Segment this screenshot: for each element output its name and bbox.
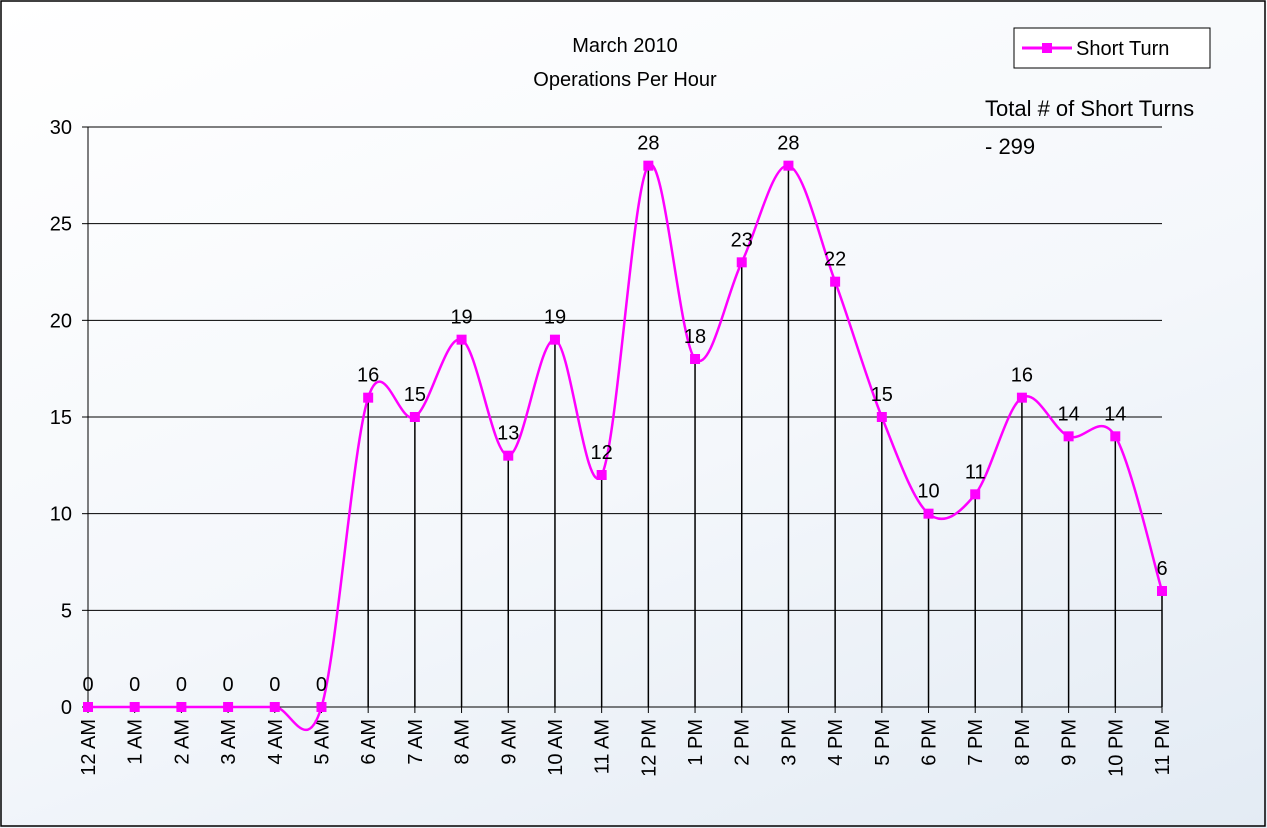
point-marker	[596, 470, 607, 480]
data-label: 13	[497, 423, 519, 445]
y-tick-label: 15	[50, 407, 72, 429]
point-marker	[269, 702, 280, 712]
y-tick-label: 0	[61, 697, 72, 719]
data-label: 0	[223, 674, 234, 696]
x-tick-label: 8 AM	[452, 719, 474, 765]
x-tick-label: 7 AM	[405, 719, 427, 765]
x-tick-label: 1 PM	[685, 719, 707, 766]
point-marker	[363, 392, 374, 403]
x-tick-label: 12 AM	[78, 719, 100, 776]
point-marker	[316, 702, 327, 712]
point-marker	[643, 160, 654, 171]
data-label: 16	[1011, 365, 1033, 387]
x-tick-label: 12 PM	[638, 719, 660, 777]
point-marker	[1157, 586, 1167, 596]
point-marker	[1063, 431, 1074, 442]
x-tick-label: 5 PM	[872, 719, 894, 766]
data-label: 0	[129, 674, 140, 696]
point-marker	[970, 489, 981, 500]
data-label: 28	[777, 133, 799, 155]
point-marker	[690, 354, 701, 364]
data-label: 0	[176, 674, 187, 696]
y-tick-label: 10	[50, 504, 72, 526]
point-marker	[1016, 392, 1027, 403]
x-tick-label: 6 AM	[358, 719, 380, 765]
legend-marker	[1042, 43, 1052, 53]
data-label: 19	[450, 307, 472, 329]
series-line	[88, 163, 1164, 732]
x-tick-label: 9 PM	[1059, 719, 1081, 766]
x-tick-label: 9 AM	[498, 719, 520, 765]
x-tick-label: 6 PM	[919, 719, 941, 766]
x-tick-label: 11 AM	[592, 719, 614, 774]
point-marker	[876, 412, 887, 422]
y-tick-label: 20	[50, 310, 72, 332]
x-tick-label: 10 AM	[545, 719, 567, 776]
x-tick-label: 3 PM	[778, 719, 800, 766]
y-tick-label: 25	[50, 214, 72, 236]
data-label: 16	[357, 365, 379, 387]
data-label: 15	[871, 384, 893, 406]
data-label: 11	[965, 461, 986, 483]
point-marker	[830, 276, 841, 287]
data-label: 15	[404, 384, 426, 406]
data-label: 14	[1057, 403, 1079, 425]
y-tick-label: 30	[50, 117, 72, 139]
x-tick-label: 1 AM	[125, 719, 147, 765]
point-marker	[223, 702, 234, 712]
chart-subtitle: Operations Per Hour	[533, 69, 717, 91]
x-tick-label: 7 PM	[965, 719, 987, 766]
point-marker	[129, 702, 140, 712]
data-label: 0	[316, 674, 327, 696]
point-marker	[923, 508, 934, 519]
x-tick-label: 3 AM	[218, 719, 240, 765]
x-tick-label: 4 PM	[825, 719, 847, 766]
legend-label: Short Turn	[1076, 38, 1169, 60]
point-marker	[176, 702, 187, 712]
point-marker	[409, 412, 420, 422]
x-tick-label: 2 PM	[732, 719, 754, 766]
x-tick-label: 5 AM	[311, 719, 333, 765]
x-tick-label: 11 PM	[1152, 719, 1174, 775]
data-label: 23	[731, 229, 753, 251]
data-label: 14	[1104, 403, 1126, 425]
data-label: 10	[917, 481, 939, 503]
chart-title: March 2010	[572, 35, 678, 57]
data-label: 0	[269, 674, 280, 696]
point-marker	[783, 160, 794, 171]
point-marker	[503, 450, 514, 461]
point-marker	[83, 702, 93, 712]
y-tick-label: 5	[61, 600, 72, 622]
point-marker	[1110, 431, 1121, 442]
point-marker	[549, 334, 560, 345]
annotation: Total # of Short Turns - 299	[985, 96, 1195, 159]
x-tick-label: 2 AM	[171, 719, 193, 765]
data-label: 0	[82, 674, 93, 696]
point-marker	[456, 334, 467, 345]
data-label: 22	[824, 249, 846, 271]
x-tick-label: 10 PM	[1105, 719, 1127, 777]
data-label: 18	[684, 326, 706, 348]
data-label: 6	[1156, 558, 1167, 580]
data-label: 12	[591, 442, 613, 464]
data-label: 19	[544, 307, 566, 329]
x-tick-label: 8 PM	[1012, 719, 1034, 766]
point-marker	[736, 257, 747, 268]
data-label: 28	[637, 133, 659, 155]
x-tick-label: 4 AM	[265, 719, 287, 765]
